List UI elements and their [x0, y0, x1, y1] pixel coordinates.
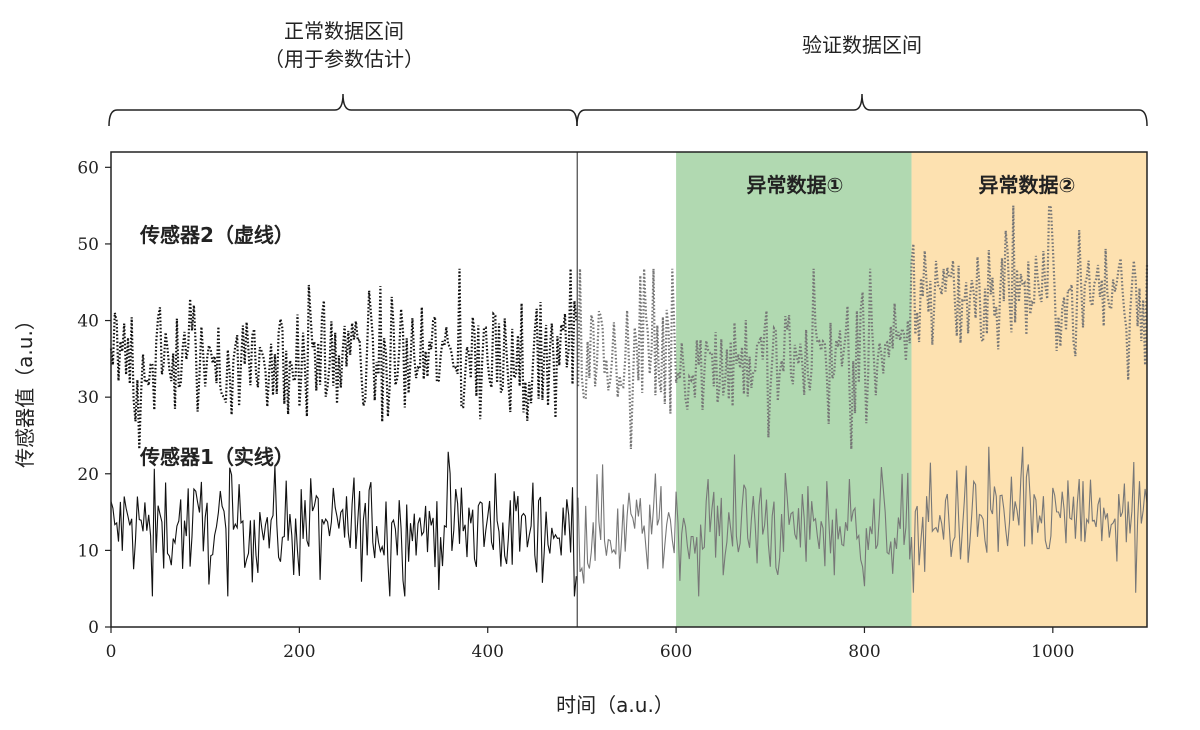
anomaly-region-1: [676, 152, 912, 627]
series-layer: [109, 202, 1149, 597]
y-tick-label: 0: [88, 618, 99, 638]
series-1-validation-line: [577, 446, 1148, 597]
y-tick-label: 20: [77, 465, 99, 485]
anomaly-region-2: [911, 152, 1147, 627]
x-tick-label: 1000: [1031, 642, 1074, 662]
validation-range-label: 验证数据区间: [802, 33, 922, 57]
normal-range-label-line2: （用于参数估计）: [264, 47, 424, 71]
y-tick-label: 40: [77, 312, 99, 332]
y-axis-ticks: 0 10 20 30 40 50 60: [77, 158, 111, 638]
x-tick-label: 0: [106, 642, 117, 662]
y-tick-label: 30: [77, 388, 99, 408]
x-axis-label: 时间（a.u.）: [556, 693, 674, 717]
sensor1-label: 传感器1（实线）: [139, 445, 294, 469]
plot-frame: [110, 151, 1148, 628]
y-axis-label: 传感器值（a.u.）: [13, 310, 37, 468]
anomaly2-label: 异常数据②: [979, 173, 1076, 197]
y-tick-label: 60: [77, 158, 99, 178]
y-tick-label: 50: [77, 235, 99, 255]
series-1-normal-line: [110, 451, 577, 597]
y-tick-label: 10: [77, 541, 99, 561]
brace-validation-range: [576, 93, 1148, 127]
series-2-normal-line: [109, 268, 578, 450]
sensor2-label: 传感器2（虚线）: [139, 223, 294, 247]
x-tick-label: 400: [472, 642, 504, 662]
anomaly1-label: 异常数据①: [747, 173, 844, 197]
normal-range-label-line1: 正常数据区间: [284, 19, 404, 43]
x-tick-label: 200: [283, 642, 315, 662]
x-tick-label: 600: [660, 642, 692, 662]
x-axis-ticks: 0 200 400 600 800 1000: [106, 627, 1074, 662]
x-tick-label: 800: [848, 642, 880, 662]
brace-normal-range: [108, 93, 578, 127]
